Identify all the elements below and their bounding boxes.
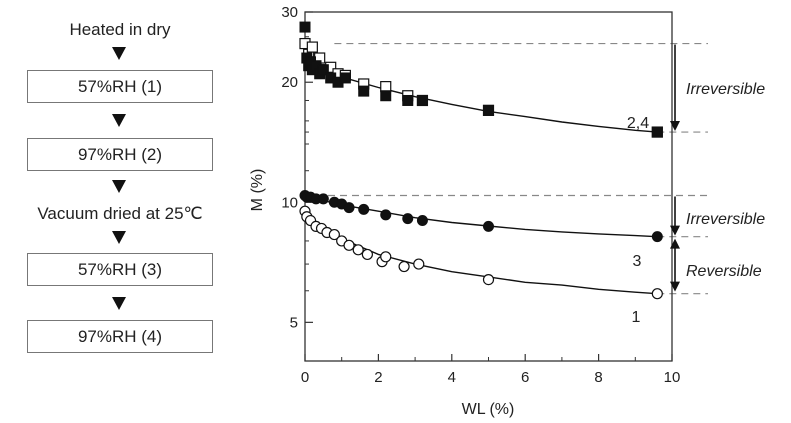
arrow-reversible-up-head-icon xyxy=(670,238,680,249)
y-tick-label: 10 xyxy=(281,194,298,211)
curve-label-2-4: 2,4 xyxy=(627,115,649,132)
flow-arrow-down-icon xyxy=(112,47,126,60)
flow-step-heated: Heated in dry xyxy=(69,20,171,39)
x-axis-label: WL (%) xyxy=(462,401,515,418)
x-tick-label: 0 xyxy=(301,369,309,386)
data-point-series-1 xyxy=(352,244,364,256)
flow-arrow-down-icon xyxy=(112,114,126,127)
data-point-series-4 xyxy=(651,126,663,138)
data-point-series-1 xyxy=(482,273,495,286)
data-point-series-2 xyxy=(380,81,392,93)
arrow-irreversible-middle-head-icon xyxy=(670,225,680,236)
annotation-irreversible-middle: Irreversible xyxy=(686,211,765,228)
data-point-series-1 xyxy=(651,288,663,300)
fit-curve-series-3 xyxy=(304,194,658,238)
data-point-series-3 xyxy=(416,215,428,227)
annotation-reversible: Reversible xyxy=(686,263,762,280)
data-point-series-4 xyxy=(299,21,311,33)
data-points xyxy=(299,21,663,300)
annotation-irreversible-top: Irreversible xyxy=(686,81,765,98)
x-tick-label: 6 xyxy=(521,369,529,386)
flow-arrow-down-icon xyxy=(112,297,126,310)
data-point-series-4 xyxy=(416,94,428,106)
flow-box-57rh-1: 57%RH (1) xyxy=(27,70,213,103)
flow-box-57rh-3: 57%RH (3) xyxy=(27,253,213,286)
treatment-flowchart: Heated in dry 57%RH (1) 97%RH (2) Vacuum… xyxy=(0,0,240,423)
y-tick-label: 20 xyxy=(281,74,298,91)
data-point-series-4 xyxy=(358,85,370,97)
data-point-series-4 xyxy=(380,90,392,102)
data-point-series-1 xyxy=(413,258,425,270)
data-point-series-1 xyxy=(343,239,355,251)
y-tick-label: 5 xyxy=(290,314,298,331)
y-tick-label: 30 xyxy=(281,4,298,21)
data-point-series-3 xyxy=(343,202,355,214)
data-point-series-1 xyxy=(380,251,392,263)
arrow-irreversible-top-head-icon xyxy=(670,121,680,132)
data-point-series-1 xyxy=(328,228,340,241)
arrow-reversible-down-head-icon xyxy=(670,281,680,292)
x-tick-label: 2 xyxy=(374,369,382,386)
data-point-series-1 xyxy=(398,260,410,273)
fit-curve-series-4 xyxy=(304,60,658,133)
flow-arrow-down-icon xyxy=(112,180,126,193)
data-point-series-3 xyxy=(317,193,329,205)
data-point-series-4 xyxy=(317,64,329,76)
data-point-series-2 xyxy=(306,41,318,53)
x-tick-label: 4 xyxy=(448,369,456,386)
data-point-series-3 xyxy=(358,203,370,215)
curve-label-3: 3 xyxy=(633,253,642,270)
data-point-series-3 xyxy=(651,231,663,243)
reference-dashes xyxy=(316,42,708,295)
chart-axes: 0 2 4 6 8 10 5 10 20 30 xyxy=(281,4,680,386)
data-point-series-3 xyxy=(483,220,494,232)
plot-frame xyxy=(304,11,673,362)
flow-step-vacuum-dried: Vacuum dried at 25℃ xyxy=(37,204,203,223)
flow-arrow-down-icon xyxy=(112,231,126,244)
annotation-arrows xyxy=(670,44,680,292)
data-point-series-4 xyxy=(483,104,494,116)
data-point-series-4 xyxy=(339,72,351,84)
flow-box-97rh-2: 97%RH (2) xyxy=(27,138,213,171)
data-point-series-3 xyxy=(402,213,414,225)
data-point-series-1 xyxy=(361,248,373,261)
data-point-series-4 xyxy=(402,94,414,106)
flow-box-97rh-4: 97%RH (4) xyxy=(27,320,213,353)
curve-label-1: 1 xyxy=(632,309,641,326)
x-tick-label: 8 xyxy=(594,369,602,386)
x-tick-label: 10 xyxy=(664,369,681,386)
y-axis-label: M (%) xyxy=(249,169,266,212)
fit-curves xyxy=(304,60,658,295)
data-point-series-3 xyxy=(380,209,392,221)
